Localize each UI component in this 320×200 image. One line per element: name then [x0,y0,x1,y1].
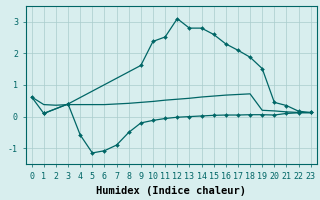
X-axis label: Humidex (Indice chaleur): Humidex (Indice chaleur) [96,186,246,196]
